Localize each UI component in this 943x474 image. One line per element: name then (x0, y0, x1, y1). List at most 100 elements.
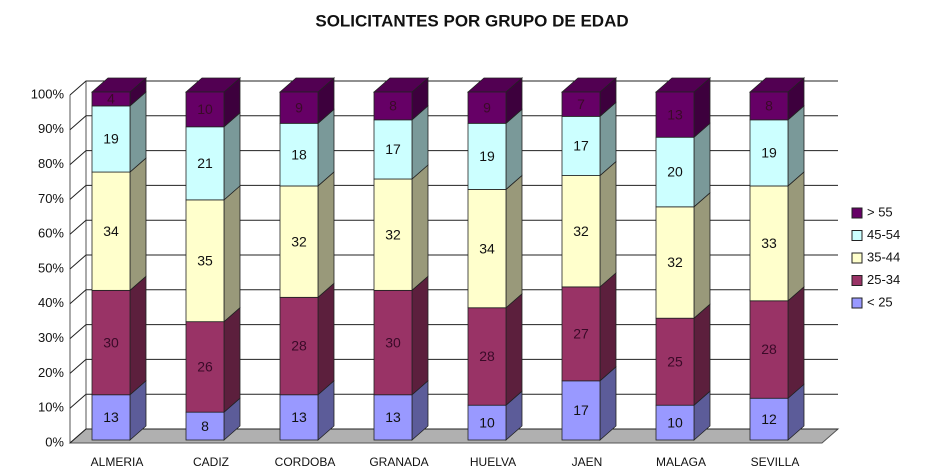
bar-side (505, 292, 523, 407)
bar-segment (185, 199, 225, 323)
grid-line (69, 324, 838, 339)
data-label: 17 (573, 402, 589, 418)
data-label: 13 (385, 409, 401, 425)
bar-segment (373, 289, 413, 396)
y-tick-label: 100% (31, 86, 65, 101)
data-label: 32 (385, 226, 401, 242)
data-label: 18 (291, 146, 307, 162)
x-tick-label: JAEN (572, 455, 603, 469)
bar-side (599, 271, 617, 382)
legend-label: 25-34 (867, 272, 900, 287)
y-tick-label: 20% (38, 365, 64, 380)
data-label: 17 (385, 141, 401, 157)
bar-segment (561, 115, 601, 176)
bar-side (505, 174, 523, 309)
bar-segment (467, 404, 507, 441)
bar-side (223, 306, 241, 414)
bar-segment (279, 122, 319, 187)
grid-line (69, 358, 838, 374)
x-tick-label: MALAGA (656, 455, 706, 469)
legend-label: < 25 (867, 294, 893, 309)
grid-line (69, 219, 838, 235)
bar-side (599, 160, 617, 288)
data-label: 20 (667, 164, 683, 180)
bar-segment (467, 307, 507, 406)
y-tick-label: 30% (38, 330, 64, 345)
data-label: 30 (385, 334, 401, 350)
bar-side (411, 164, 429, 292)
bar-segment (655, 206, 695, 319)
data-label: 32 (291, 233, 307, 249)
bar-segment (279, 91, 319, 124)
grid-line (69, 115, 838, 131)
bar-side (693, 122, 711, 208)
data-label: 10 (479, 414, 495, 430)
bar-side (411, 275, 429, 396)
bar-segment (185, 91, 225, 128)
bar-side (223, 111, 241, 201)
bar-segment (373, 178, 413, 291)
data-label: 12 (761, 411, 777, 427)
bar-segment (655, 136, 695, 208)
bar-side (129, 157, 147, 292)
data-label: 28 (291, 338, 307, 354)
grid-line (69, 80, 838, 96)
bar-segment (561, 175, 601, 288)
data-label: 10 (667, 414, 683, 430)
grid-line (69, 184, 838, 200)
data-label: 10 (197, 101, 213, 117)
legend-swatch (851, 207, 863, 219)
grid-line (69, 254, 838, 270)
data-label: 19 (103, 131, 119, 147)
bar-side (693, 303, 711, 407)
legend-label: 35-44 (867, 249, 900, 264)
bar-segment (467, 189, 507, 309)
data-label: 19 (479, 148, 495, 164)
bar-segment (749, 397, 789, 441)
data-label: 9 (483, 99, 491, 115)
grid-line (69, 150, 838, 165)
data-label: 26 (197, 359, 213, 375)
bar-side (129, 275, 147, 396)
bar-segment (91, 105, 131, 173)
x-tick-label: HUELVA (470, 455, 516, 469)
bar-segment (185, 321, 225, 413)
bar-side (317, 171, 335, 299)
bar-segment (561, 380, 601, 441)
bar-segment (749, 185, 789, 302)
y-tick-label: 60% (38, 226, 64, 241)
data-label: 8 (201, 418, 209, 434)
x-tick-label: GRANADA (369, 455, 428, 469)
y-tick-label: 70% (38, 191, 64, 206)
bar-side (787, 171, 805, 302)
x-tick-label: SEVILLA (751, 455, 800, 469)
bar-segment (561, 91, 601, 117)
bar-segment (655, 91, 695, 138)
bar-segment (91, 171, 131, 291)
data-label: 32 (573, 223, 589, 239)
legend-swatch (851, 230, 863, 241)
data-label: 19 (761, 145, 777, 161)
data-label: 27 (573, 326, 589, 342)
bar-side (693, 191, 711, 320)
data-label: 32 (667, 254, 683, 270)
x-tick-label: CORDOBA (275, 455, 336, 469)
bar-segment (185, 126, 225, 201)
legend-swatch (851, 275, 863, 286)
data-label: 30 (103, 334, 119, 350)
bar-segment (749, 91, 789, 121)
bar-segment (185, 411, 225, 441)
bar-segment (749, 300, 789, 399)
data-label: 13 (667, 106, 683, 122)
floor (68, 428, 840, 444)
bar-segment (373, 119, 413, 180)
y-tick-label: 0% (45, 434, 64, 449)
data-label: 28 (479, 348, 495, 364)
data-label: 28 (761, 341, 777, 357)
data-label: 34 (103, 223, 119, 239)
y-tick-label: 90% (38, 121, 64, 136)
bar-segment (91, 91, 131, 107)
data-label: 4 (107, 91, 115, 107)
bar-segment (655, 317, 695, 406)
